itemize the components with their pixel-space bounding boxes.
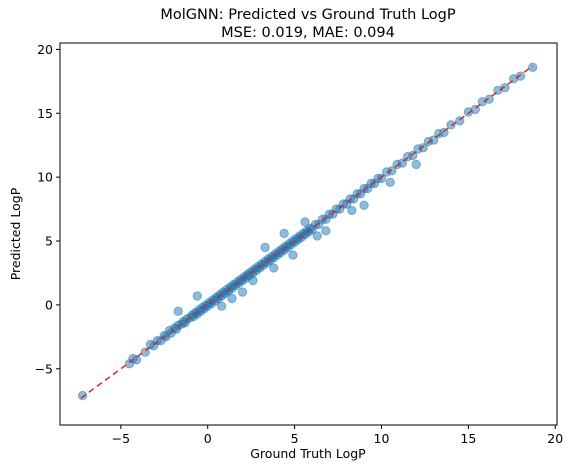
- plot-area: [59, 42, 558, 426]
- data-point: [288, 250, 298, 260]
- data-point: [173, 306, 183, 316]
- data-point: [387, 166, 397, 176]
- x-tick-label: 0: [204, 431, 212, 446]
- data-points: [77, 62, 538, 401]
- data-point: [237, 287, 248, 297]
- chart-subtitle: MSE: 0.019, MAE: 0.094: [221, 25, 395, 41]
- data-point: [216, 301, 227, 311]
- reference-line: [80, 65, 534, 399]
- chart-title: MolGNN: Predicted vs Ground Truth LogP: [160, 7, 455, 23]
- data-point: [321, 226, 331, 236]
- data-point: [359, 200, 369, 211]
- data-point: [260, 242, 270, 253]
- y-axis-ticks: −5 0 5 10 15 20: [35, 42, 60, 376]
- x-tick-label: −5: [112, 431, 130, 446]
- plot-frame: [59, 42, 558, 426]
- y-tick-label: 15: [37, 106, 53, 121]
- data-point: [528, 62, 538, 73]
- data-point: [279, 228, 289, 239]
- data-point: [312, 231, 322, 241]
- y-tick-label: 5: [45, 234, 53, 249]
- data-point: [77, 390, 88, 401]
- x-tick-label: 15: [460, 431, 476, 446]
- y-tick-label: −5: [35, 361, 53, 376]
- data-point: [192, 291, 203, 301]
- x-axis-ticks: −5 0 5 10 15 20: [112, 425, 563, 446]
- data-point: [500, 83, 510, 93]
- y-tick-label: 10: [37, 170, 53, 185]
- data-point: [227, 293, 237, 304]
- data-point: [347, 205, 357, 216]
- data-point: [269, 263, 279, 273]
- x-tick-label: 10: [374, 431, 390, 446]
- x-axis-label: Ground Truth LogP: [250, 446, 366, 461]
- data-point: [418, 143, 428, 153]
- y-tick-label: 20: [37, 42, 53, 57]
- x-tick-label: 20: [547, 431, 563, 446]
- x-tick-label: 5: [291, 431, 299, 446]
- data-point: [248, 275, 258, 286]
- data-point: [300, 217, 310, 227]
- data-point: [446, 120, 456, 130]
- data-point: [385, 177, 395, 188]
- y-tick-label: 0: [45, 297, 53, 312]
- y-axis-label: Predicted LogP: [8, 187, 23, 280]
- data-point: [411, 159, 421, 170]
- data-point: [515, 71, 526, 81]
- data-point: [484, 94, 494, 104]
